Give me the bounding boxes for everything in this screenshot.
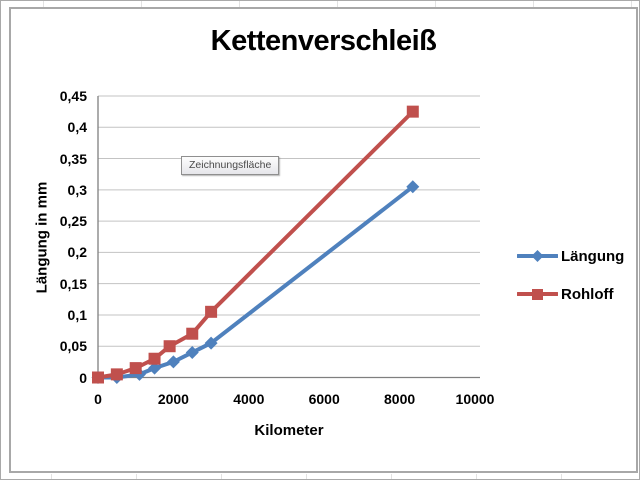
y-tick-label: 0,3 [67,181,87,198]
legend-label: Längung [561,247,625,265]
data-point-diamond [166,355,180,369]
plot-area[interactable] [98,96,480,378]
spreadsheet-gridline [337,1,338,7]
series-line-diamond-icon [516,249,559,263]
y-axis-title: Längung in mm [33,181,51,294]
spreadsheet-gridline [221,474,222,479]
spreadsheet-gridline [476,474,477,479]
x-tick-label: 8000 [384,391,416,407]
plot-area-tooltip: Zeichnungsfläche [181,156,280,175]
legend-label: Rohloff [561,285,614,303]
x-tick-label: 0 [94,391,102,407]
y-tick-label: 0,15 [59,275,87,292]
x-tick-label: 10000 [455,391,495,407]
y-tick-label: 0 [79,369,87,386]
data-point-diamond [148,361,162,375]
data-point-square [163,340,176,353]
data-point-square [148,352,161,365]
y-tick-label: 0,35 [59,150,87,167]
spreadsheet-gridline [239,1,240,7]
data-point-square [92,371,104,384]
spreadsheet-gridline [533,1,534,7]
data-point-square [129,362,142,375]
y-tick-label: 0,1 [67,306,87,323]
y-tick-label: 0,25 [59,213,87,230]
spreadsheet-gridline [136,474,137,479]
data-point-diamond [204,336,218,350]
spreadsheet-gridline [43,1,44,7]
x-tick-label: 6000 [308,391,340,407]
x-tick-label: 2000 [157,391,189,407]
x-tick-label: 4000 [233,391,265,407]
data-point-diamond [185,345,199,359]
spreadsheet-gridline [306,474,307,479]
y-tick-label: 0,05 [59,338,87,355]
chart-title: Kettenverschleiß [210,25,437,57]
spreadsheet-gridline [561,474,562,479]
spreadsheet-gridline [631,1,632,7]
legend-item-rohloff[interactable]: Rohloff [516,281,635,307]
data-point-square [406,105,419,118]
spreadsheet-gridline [391,474,392,479]
data-point-square [186,327,199,340]
legend-item-laengung[interactable]: Längung [516,243,635,269]
data-point-diamond [406,180,420,194]
spreadsheet-gridline [51,474,52,479]
data-point-square [205,305,218,318]
series-line-square-icon [516,287,559,301]
x-axis-title: Kilometer [254,422,324,439]
spreadsheet-gridline [141,1,142,7]
data-point-square [110,368,123,381]
y-tick-label: 0,4 [67,119,87,136]
chart-area[interactable] [9,7,638,473]
spreadsheet-gridline [435,1,436,7]
legend[interactable]: Längung Rohloff [516,243,635,319]
y-tick-label: 0,45 [59,88,87,104]
y-tick-label: 0,2 [67,244,87,261]
